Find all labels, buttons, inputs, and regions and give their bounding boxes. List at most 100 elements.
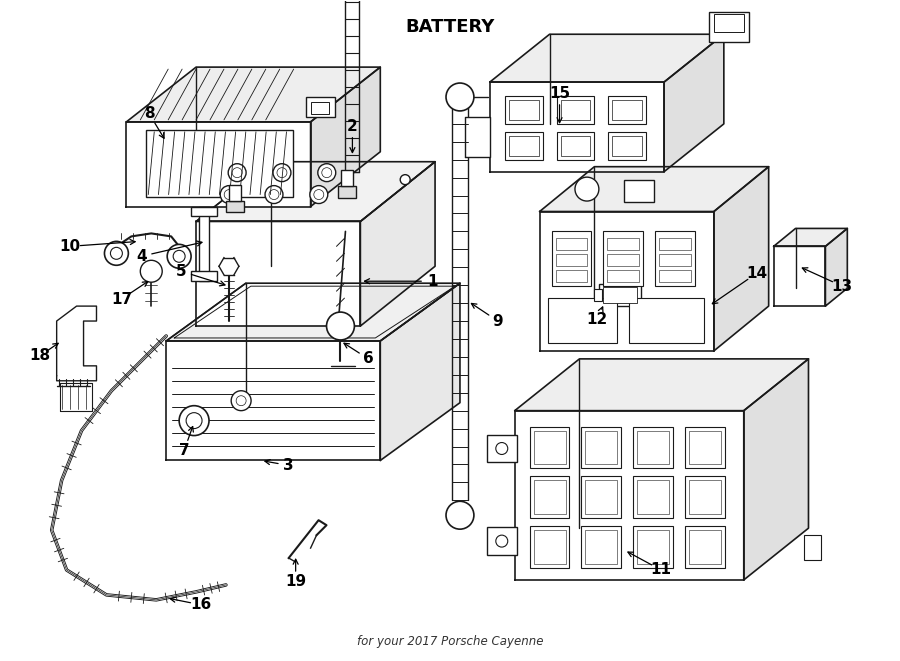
Circle shape bbox=[140, 260, 162, 282]
Bar bbox=[552, 231, 591, 286]
Bar bbox=[534, 430, 565, 465]
Bar bbox=[199, 206, 209, 281]
Bar bbox=[561, 100, 590, 120]
Bar bbox=[629, 298, 704, 343]
Bar bbox=[147, 130, 292, 196]
Bar bbox=[556, 96, 594, 124]
Text: 14: 14 bbox=[746, 266, 768, 281]
Circle shape bbox=[400, 175, 410, 184]
Text: 9: 9 bbox=[492, 313, 503, 329]
Polygon shape bbox=[774, 247, 825, 306]
Circle shape bbox=[236, 396, 246, 406]
Bar bbox=[226, 200, 244, 212]
Text: for your 2017 Porsche Cayenne: for your 2017 Porsche Cayenne bbox=[356, 635, 544, 648]
Circle shape bbox=[224, 190, 234, 200]
Circle shape bbox=[173, 251, 185, 262]
Circle shape bbox=[186, 412, 202, 428]
Bar bbox=[556, 132, 594, 160]
Polygon shape bbox=[59, 383, 92, 410]
Text: 5: 5 bbox=[176, 264, 186, 279]
Text: 19: 19 bbox=[285, 574, 306, 590]
Polygon shape bbox=[774, 229, 847, 247]
Bar bbox=[685, 426, 724, 469]
Bar bbox=[634, 426, 673, 469]
Bar bbox=[585, 530, 617, 564]
Circle shape bbox=[179, 406, 209, 436]
Polygon shape bbox=[57, 306, 96, 381]
Bar bbox=[599, 284, 641, 306]
Bar bbox=[534, 530, 565, 564]
Bar bbox=[306, 97, 336, 117]
Text: 13: 13 bbox=[832, 279, 853, 293]
Circle shape bbox=[229, 164, 246, 182]
Circle shape bbox=[314, 190, 324, 200]
Text: 1: 1 bbox=[427, 274, 437, 289]
Circle shape bbox=[446, 501, 474, 529]
Circle shape bbox=[111, 247, 122, 259]
Circle shape bbox=[327, 312, 355, 340]
Polygon shape bbox=[714, 167, 769, 351]
Polygon shape bbox=[825, 229, 847, 306]
Text: 11: 11 bbox=[651, 563, 671, 578]
Bar bbox=[581, 526, 621, 568]
Bar bbox=[689, 430, 721, 465]
Bar bbox=[637, 481, 669, 514]
Bar bbox=[689, 530, 721, 564]
Bar bbox=[608, 132, 646, 160]
Bar bbox=[508, 136, 538, 156]
Polygon shape bbox=[664, 34, 724, 172]
Polygon shape bbox=[360, 162, 435, 326]
Bar bbox=[709, 13, 749, 42]
Circle shape bbox=[167, 245, 191, 268]
Bar bbox=[603, 287, 637, 303]
Bar bbox=[594, 289, 602, 301]
Circle shape bbox=[318, 164, 336, 182]
Bar bbox=[310, 102, 328, 114]
Polygon shape bbox=[540, 167, 769, 212]
Circle shape bbox=[232, 168, 242, 178]
Polygon shape bbox=[166, 341, 381, 461]
Bar bbox=[714, 15, 743, 32]
Circle shape bbox=[269, 190, 279, 200]
Circle shape bbox=[231, 391, 251, 410]
Text: 18: 18 bbox=[29, 348, 50, 364]
Circle shape bbox=[322, 168, 332, 178]
Bar bbox=[508, 100, 538, 120]
Polygon shape bbox=[310, 67, 381, 206]
Bar bbox=[659, 270, 691, 282]
Bar bbox=[634, 477, 673, 518]
Bar bbox=[608, 96, 646, 124]
Bar bbox=[341, 170, 353, 186]
Text: 10: 10 bbox=[59, 239, 80, 254]
Text: 15: 15 bbox=[549, 87, 570, 102]
Polygon shape bbox=[540, 212, 714, 351]
Bar bbox=[534, 481, 565, 514]
Bar bbox=[685, 477, 724, 518]
Bar bbox=[229, 184, 241, 200]
Circle shape bbox=[496, 535, 508, 547]
Circle shape bbox=[265, 186, 283, 204]
Polygon shape bbox=[166, 283, 460, 341]
Bar bbox=[634, 526, 673, 568]
Text: 7: 7 bbox=[179, 443, 189, 458]
Bar bbox=[585, 481, 617, 514]
Circle shape bbox=[220, 186, 238, 204]
Text: 6: 6 bbox=[363, 352, 374, 366]
Bar bbox=[637, 430, 669, 465]
Bar bbox=[547, 298, 617, 343]
Bar bbox=[581, 477, 621, 518]
Polygon shape bbox=[196, 221, 360, 326]
Bar bbox=[685, 526, 724, 568]
Bar bbox=[612, 100, 643, 120]
Polygon shape bbox=[465, 117, 490, 157]
Bar bbox=[612, 136, 643, 156]
Polygon shape bbox=[515, 359, 808, 410]
Bar bbox=[505, 96, 543, 124]
Polygon shape bbox=[126, 122, 310, 206]
Polygon shape bbox=[743, 359, 808, 580]
Polygon shape bbox=[381, 283, 460, 461]
Circle shape bbox=[104, 241, 129, 265]
Polygon shape bbox=[515, 410, 743, 580]
Bar bbox=[561, 136, 590, 156]
Text: 17: 17 bbox=[111, 292, 132, 307]
